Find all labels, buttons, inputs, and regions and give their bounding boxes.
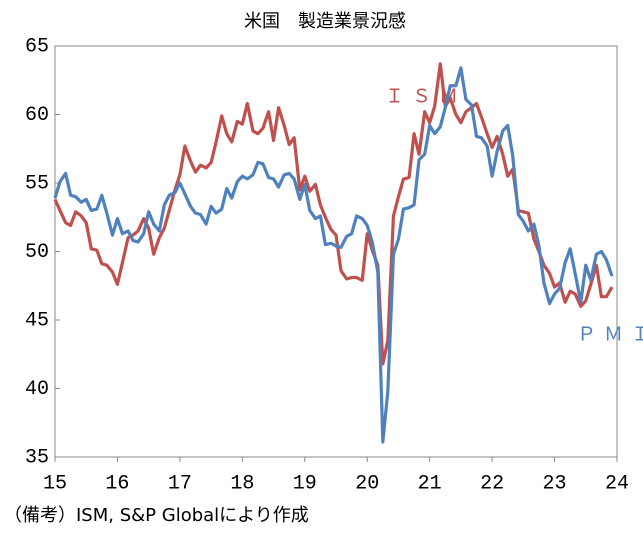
chart-title: 米国 製造業景況感 bbox=[244, 11, 406, 32]
x-tick-label: 15 bbox=[43, 472, 67, 495]
series-label: ＰＭＩ bbox=[577, 324, 643, 346]
series-label: ＩＳＭ bbox=[385, 86, 466, 108]
y-tick-label: 35 bbox=[25, 446, 49, 469]
y-tick-label: 50 bbox=[25, 241, 49, 264]
y-tick-label: 65 bbox=[25, 35, 49, 58]
series-line bbox=[53, 66, 614, 444]
x-tick-label: 16 bbox=[105, 472, 129, 495]
y-tick-label: 55 bbox=[25, 172, 49, 195]
source-note: （備考）ISM, S&P Globalにより作成 bbox=[4, 505, 309, 526]
x-tick-label: 17 bbox=[168, 472, 192, 495]
x-tick-label: 23 bbox=[543, 472, 567, 495]
plot-frame bbox=[54, 45, 618, 458]
y-tick-label: 45 bbox=[25, 309, 49, 332]
x-tick-label: 22 bbox=[480, 472, 504, 495]
y-tick-label: 60 bbox=[25, 104, 49, 127]
x-tick-label: 21 bbox=[418, 472, 442, 495]
x-tick-label: 24 bbox=[605, 472, 629, 495]
x-tick-label: 18 bbox=[230, 472, 254, 495]
x-tick-label: 20 bbox=[355, 472, 379, 495]
y-tick-label: 40 bbox=[25, 378, 49, 401]
x-tick-label: 19 bbox=[293, 472, 317, 495]
series-line bbox=[53, 62, 614, 366]
